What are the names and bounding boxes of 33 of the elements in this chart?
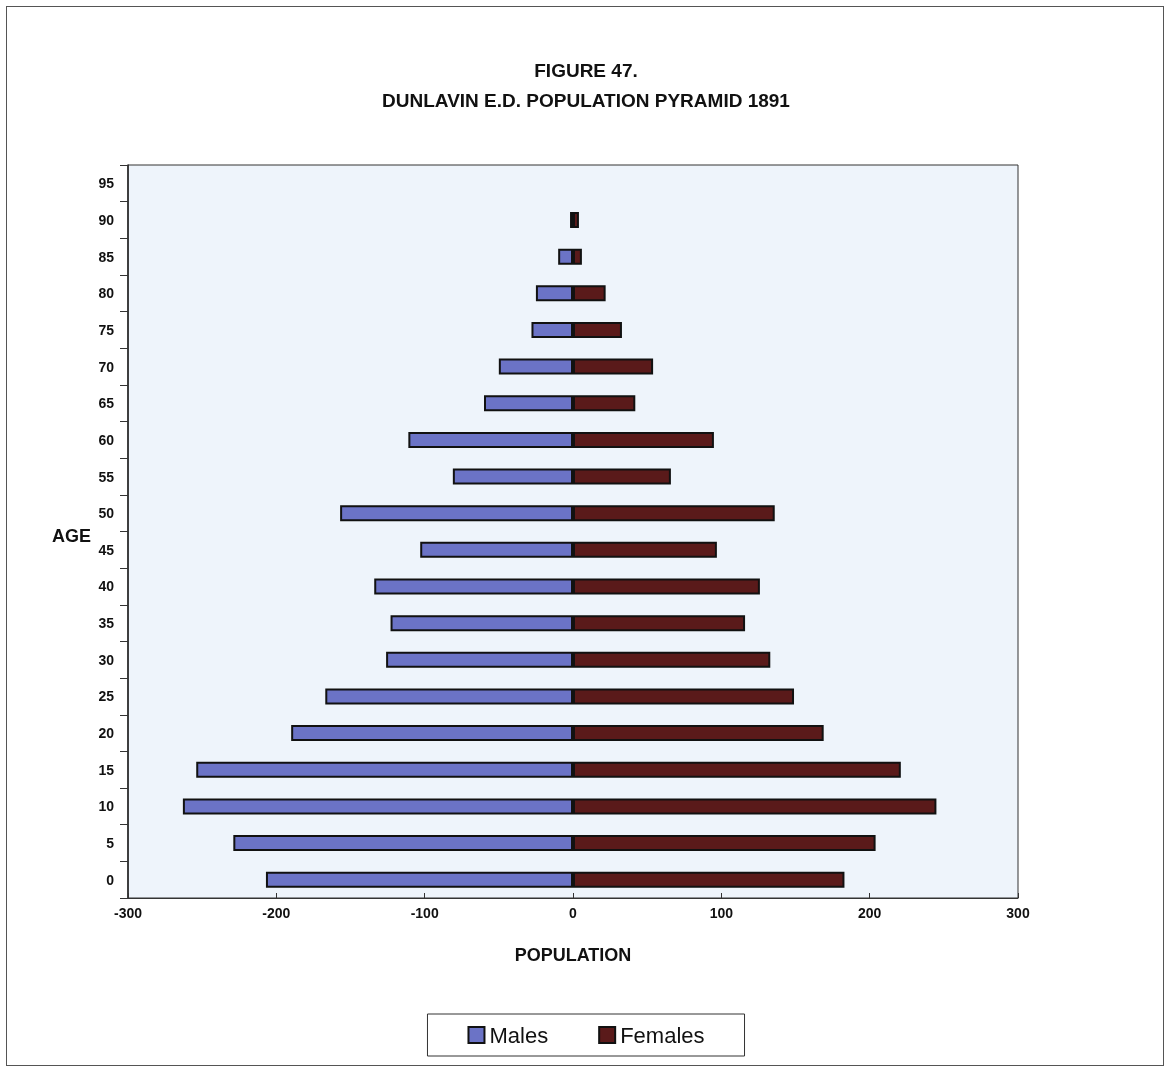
- y-tick-label: 5: [106, 835, 115, 852]
- chart-title: FIGURE 47. DUNLAVIN E.D. POPULATION PYRAMID 1891: [382, 59, 791, 111]
- y-tick-label: 85: [98, 248, 115, 265]
- y-tick-label: 35: [98, 615, 115, 632]
- y-tick-label: 50: [98, 505, 115, 522]
- y-tick-label: 20: [98, 725, 115, 742]
- y-tick-label: 45: [98, 541, 115, 558]
- y-tick-label: 65: [98, 395, 115, 412]
- x-tick-label: -300: [113, 905, 143, 921]
- y-tick-label: 55: [98, 468, 115, 485]
- x-tick-label: 300: [1006, 905, 1030, 921]
- x-tick-label: 200: [857, 905, 882, 921]
- y-axis-title: AGE: [52, 526, 92, 546]
- legend-label: Females: [620, 1022, 705, 1048]
- y-tick-label: 10: [98, 798, 115, 815]
- y-tick-label: 70: [98, 358, 115, 375]
- x-axis-title: POPULATION: [514, 945, 632, 965]
- bar: [573, 211, 579, 228]
- x-tick-label: -200: [262, 905, 291, 921]
- y-tick-label: 30: [98, 651, 115, 668]
- x-tick-label: 100: [709, 905, 734, 921]
- y-tick-label: 25: [98, 688, 115, 705]
- y-tick-label: 15: [98, 761, 115, 778]
- y-tick-label: 40: [98, 578, 115, 595]
- x-tick-label: 0: [569, 905, 578, 921]
- y-tick-label: 90: [98, 211, 115, 228]
- y-tick-label: 80: [98, 285, 115, 302]
- x-tick-label: -100: [410, 905, 439, 921]
- y-tick-label: 60: [98, 431, 115, 448]
- y-tick-label: 95: [98, 175, 115, 192]
- y-tick-label: 75: [98, 321, 115, 338]
- legend-label: Males: [489, 1022, 549, 1048]
- y-tick-label: 0: [106, 871, 115, 888]
